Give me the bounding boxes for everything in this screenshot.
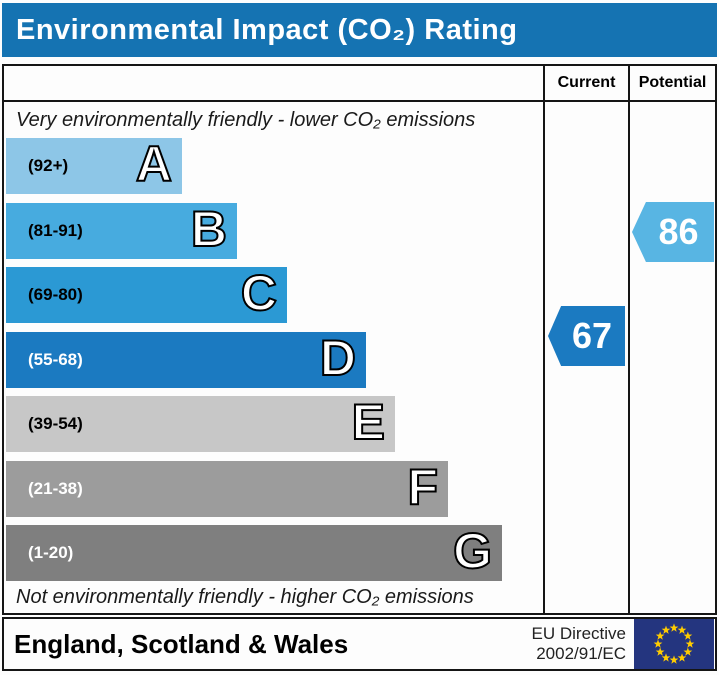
band-letter: G: [452, 523, 493, 579]
potential-rating-arrow: 86: [632, 202, 714, 262]
band-row-f: (21-38) F: [6, 458, 448, 517]
bottom-note: Not environmentally friendly - higher CO…: [16, 585, 474, 608]
band-range-label: (21-38): [28, 478, 83, 498]
rating-bands: (92+) A (81-91) B (69-80) C (55-68) D (39-54) E (2…: [4, 138, 543, 581]
eu-flag-icon: [634, 619, 714, 669]
band-range-label: (81-91): [28, 220, 83, 240]
band-range-label: (69-80): [28, 285, 83, 304]
band-letter: C: [240, 265, 278, 321]
band-row-a: (92+) A: [6, 138, 182, 194]
top-note: Very environmentally friendly - lower CO…: [16, 108, 476, 131]
current-rating-arrow: 67: [548, 306, 625, 366]
header-cell-empty: [4, 66, 543, 102]
band-range-label: (92+): [28, 156, 69, 175]
eu-directive-line2: 2002/91/EC: [536, 644, 626, 663]
footer: England, Scotland & Wales EU Directive 2…: [2, 617, 717, 671]
rating-column-current: Current 67: [543, 66, 628, 613]
band-letter: B: [190, 200, 228, 257]
column-header-current: Current: [545, 66, 628, 102]
band-letter: D: [319, 329, 357, 386]
column-header-potential: Potential: [630, 66, 715, 102]
band-range-label: (55-68): [28, 349, 83, 369]
band-row-g: (1-20) G: [6, 525, 502, 581]
band-range-label: (39-54): [28, 414, 83, 433]
band-row-d: (55-68) D: [6, 329, 366, 388]
band-row-b: (81-91) B: [6, 200, 237, 259]
band-letter: E: [351, 394, 386, 450]
potential-rating-value: 86: [658, 211, 699, 252]
band-letter: F: [406, 458, 439, 515]
rating-column-potential: Potential 86: [628, 66, 715, 613]
current-rating-value: 67: [571, 315, 613, 356]
band-row-e: (39-54) E: [6, 396, 395, 452]
band-letter: A: [135, 136, 173, 192]
region-label: England, Scotland & Wales: [14, 628, 349, 659]
band-range-label: (1-20): [28, 543, 74, 562]
rating-table: Very environmentally friendly - lower CO…: [2, 64, 717, 615]
rating-column-main: Very environmentally friendly - lower CO…: [4, 66, 543, 613]
eu-directive-line1: EU Directive: [531, 623, 626, 643]
band-row-c: (69-80) C: [6, 267, 287, 323]
eu-directive-label: EU Directive 2002/91/EC: [532, 624, 626, 665]
page-title: Environmental Impact (CO₂) Rating: [2, 3, 717, 57]
